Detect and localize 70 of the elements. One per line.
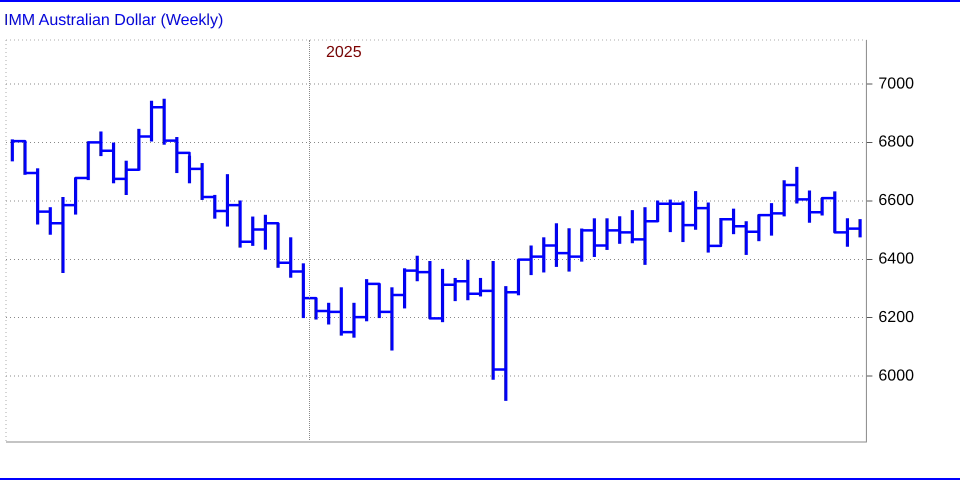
bar xyxy=(36,168,40,225)
bar xyxy=(378,284,381,318)
bar xyxy=(656,200,660,222)
bar xyxy=(567,228,571,272)
bar xyxy=(86,141,90,180)
bar xyxy=(478,278,482,296)
bar xyxy=(454,278,457,302)
bar xyxy=(605,218,609,250)
bar xyxy=(327,302,330,325)
bar xyxy=(706,202,710,253)
bar xyxy=(390,287,394,351)
bar xyxy=(112,142,116,184)
bar xyxy=(416,256,419,282)
bar xyxy=(618,216,622,244)
bar xyxy=(592,218,596,257)
bar xyxy=(681,201,685,242)
bar xyxy=(833,191,836,233)
bar xyxy=(694,191,698,230)
bar xyxy=(340,287,343,336)
bar xyxy=(365,279,368,322)
bar xyxy=(213,194,216,219)
bar xyxy=(668,200,672,232)
bar xyxy=(402,268,406,308)
y-tick-label: 6600 xyxy=(878,192,914,210)
bar xyxy=(289,237,292,278)
bar xyxy=(276,222,280,268)
annotation: 2025 xyxy=(326,44,362,62)
bar xyxy=(580,228,584,262)
bar xyxy=(352,302,356,338)
bar xyxy=(428,260,432,319)
bar xyxy=(542,237,546,272)
bar xyxy=(770,203,774,236)
bar xyxy=(23,140,27,175)
bar xyxy=(846,218,850,247)
bar xyxy=(137,128,140,170)
bar xyxy=(757,214,760,242)
y-tick-label: 6400 xyxy=(878,250,914,268)
bar xyxy=(530,245,533,276)
bar xyxy=(554,223,558,267)
bar xyxy=(630,210,634,244)
bar xyxy=(188,156,192,184)
bar xyxy=(732,208,736,234)
bar xyxy=(795,166,798,204)
y-tick-label: 6800 xyxy=(878,134,914,151)
bar xyxy=(808,190,812,223)
y-tick-label: 6000 xyxy=(878,368,914,385)
bar xyxy=(782,180,786,216)
bar xyxy=(226,174,230,227)
bar xyxy=(48,207,52,235)
bar xyxy=(643,207,647,265)
bar xyxy=(238,200,242,248)
bar xyxy=(314,298,318,320)
bar xyxy=(175,137,178,174)
bar xyxy=(74,178,78,215)
y-tick-label: 6200 xyxy=(878,309,914,326)
bar xyxy=(440,268,444,322)
bar xyxy=(302,263,305,318)
bar xyxy=(516,259,520,296)
bar xyxy=(124,160,128,195)
bar xyxy=(466,260,470,300)
y-tick-label: 7000 xyxy=(878,75,914,92)
chart-title: IMM Australian Dollar (Weekly) xyxy=(4,12,224,30)
bar xyxy=(264,214,267,250)
bar xyxy=(251,216,254,246)
bar xyxy=(744,221,748,255)
bar xyxy=(99,131,102,156)
bar xyxy=(200,163,204,200)
bar xyxy=(61,196,65,274)
bar xyxy=(820,198,824,216)
bar xyxy=(719,218,722,244)
